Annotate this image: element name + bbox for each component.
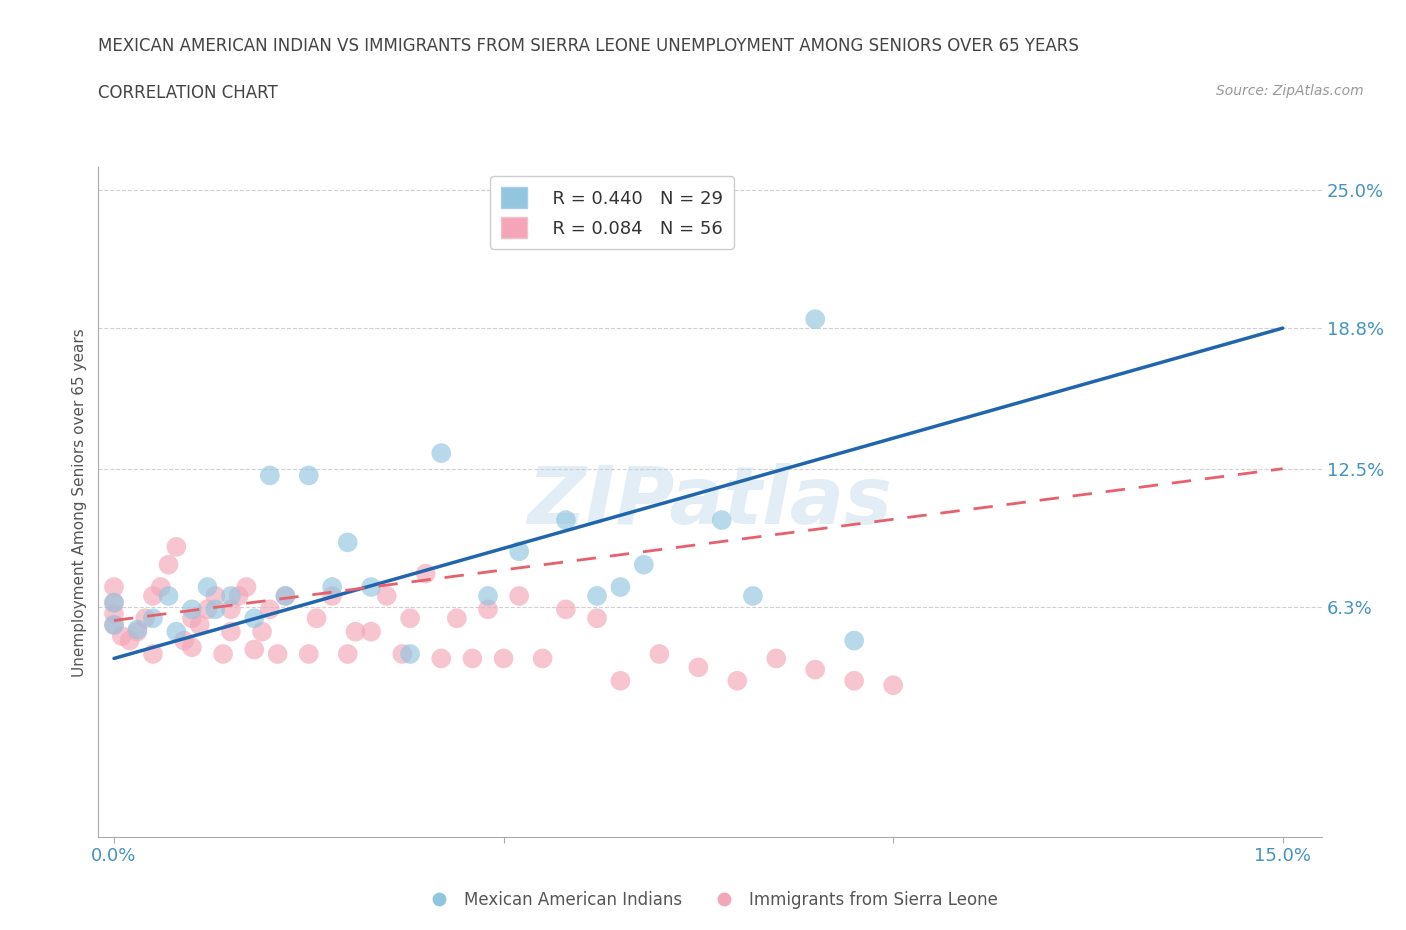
Point [531,651,554,666]
Point [477,589,499,604]
Point [243,611,266,626]
Point [219,624,242,639]
Point [134,611,156,626]
Point [149,579,172,594]
Point [804,312,827,326]
Point [844,633,866,648]
Point [180,611,202,626]
Point [554,602,576,617]
Point [609,579,631,594]
Point [173,633,195,648]
Point [188,618,211,632]
Point [180,640,202,655]
Point [157,589,180,604]
Point [298,468,321,483]
Text: CORRELATION CHART: CORRELATION CHART [98,84,278,101]
Point [127,622,149,637]
Point [688,660,710,675]
Point [197,579,219,594]
Point [344,624,367,639]
Point [508,544,530,559]
Point [298,646,321,661]
Point [492,651,515,666]
Point [477,602,499,617]
Point [430,651,453,666]
Point [266,646,288,661]
Point [586,589,609,604]
Point [430,445,453,460]
Point [586,611,609,626]
Point [219,589,242,604]
Point [399,611,422,626]
Point [554,512,576,527]
Point [157,557,180,572]
Point [321,579,343,594]
Point [111,629,134,644]
Point [235,579,257,594]
Point [142,611,165,626]
Point [165,539,187,554]
Point [103,618,125,632]
Point [391,646,413,661]
Text: MEXICAN AMERICAN INDIAN VS IMMIGRANTS FROM SIERRA LEONE UNEMPLOYMENT AMONG SENIO: MEXICAN AMERICAN INDIAN VS IMMIGRANTS FR… [98,37,1080,55]
Point [844,673,866,688]
Point [648,646,671,661]
Point [243,642,266,657]
Text: ZIPatlas: ZIPatlas [527,463,893,541]
Point [336,535,359,550]
Point [259,602,281,617]
Point [103,595,125,610]
Point [399,646,422,661]
Point [710,512,733,527]
Point [180,602,202,617]
Point [212,646,235,661]
Point [274,589,297,604]
Point [461,651,484,666]
Legend: Mexican American Indians, Immigrants from Sierra Leone: Mexican American Indians, Immigrants fro… [416,884,1004,916]
Y-axis label: Unemployment Among Seniors over 65 years: Unemployment Among Seniors over 65 years [72,328,87,677]
Point [250,624,273,639]
Point [305,611,328,626]
Point [142,646,165,661]
Point [804,662,827,677]
Point [142,589,165,604]
Point [118,633,141,648]
Point [228,589,250,604]
Point [204,602,226,617]
Point [360,579,382,594]
Point [633,557,655,572]
Point [508,589,530,604]
Point [765,651,787,666]
Text: Source: ZipAtlas.com: Source: ZipAtlas.com [1216,84,1364,98]
Point [274,589,297,604]
Point [103,595,125,610]
Point [197,602,219,617]
Point [336,646,359,661]
Point [415,566,437,581]
Point [375,589,398,604]
Point [127,624,149,639]
Point [741,589,763,604]
Point [446,611,468,626]
Point [882,678,904,693]
Point [360,624,382,639]
Point [103,579,125,594]
Point [219,602,242,617]
Point [725,673,748,688]
Point [165,624,187,639]
Point [259,468,281,483]
Point [103,618,125,632]
Point [321,589,343,604]
Point [609,673,631,688]
Point [204,589,226,604]
Point [103,606,125,621]
